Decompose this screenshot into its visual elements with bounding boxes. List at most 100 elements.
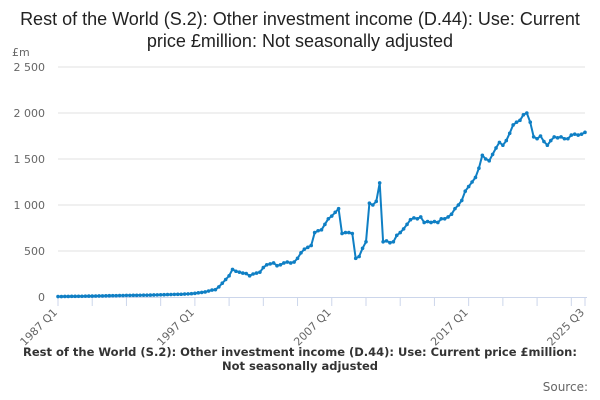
data-point — [141, 293, 146, 297]
data-point — [374, 199, 379, 204]
data-point — [282, 261, 286, 265]
data-point — [566, 136, 570, 141]
data-point — [220, 281, 225, 286]
data-point — [268, 262, 272, 266]
data-point — [73, 294, 77, 299]
data-point — [312, 230, 317, 235]
data-point — [535, 136, 539, 141]
data-point — [439, 217, 444, 221]
data-point — [271, 261, 276, 265]
data-point — [583, 130, 587, 135]
data-point — [460, 198, 464, 203]
data-point — [128, 293, 132, 298]
data-point — [477, 166, 481, 170]
data-point — [158, 292, 163, 297]
data-point — [114, 293, 118, 298]
data-point — [121, 293, 125, 298]
data-point — [285, 260, 290, 264]
data-point — [292, 260, 296, 264]
y-tick-label: 0 — [38, 291, 45, 304]
data-point — [66, 294, 71, 299]
data-point — [165, 292, 170, 297]
data-point — [326, 217, 331, 221]
data-point — [562, 136, 567, 141]
data-point — [572, 132, 577, 136]
data-point — [394, 233, 399, 238]
data-point — [124, 293, 129, 298]
data-point — [230, 267, 235, 272]
data-point — [555, 136, 560, 140]
data-point — [117, 293, 122, 298]
data-point — [264, 263, 269, 267]
data-point — [514, 120, 519, 124]
data-point — [172, 292, 177, 297]
y-tick-label: 500 — [24, 245, 45, 258]
data-point — [545, 143, 550, 147]
x-tick-label: 1997 Q1 — [154, 306, 197, 349]
data-point — [206, 289, 211, 293]
data-point — [442, 217, 447, 221]
data-point — [63, 294, 67, 299]
data-point — [470, 180, 474, 184]
y-tick-label: 2 000 — [14, 107, 46, 120]
data-point — [203, 290, 207, 294]
data-point — [104, 294, 108, 298]
data-point — [456, 203, 461, 207]
data-point — [501, 143, 505, 147]
data-point — [254, 271, 259, 275]
data-point — [367, 201, 372, 205]
data-point — [398, 230, 403, 235]
data-point — [412, 216, 416, 220]
data-point — [432, 219, 437, 224]
data-point — [323, 222, 327, 227]
data-point — [152, 293, 156, 297]
data-point — [83, 294, 88, 298]
data-point — [559, 135, 563, 139]
data-point — [350, 231, 355, 236]
data-point — [107, 293, 112, 298]
data-point — [401, 227, 406, 231]
data-point — [306, 245, 310, 250]
data-point — [436, 220, 440, 225]
data-point — [480, 153, 485, 158]
data-point — [333, 210, 337, 215]
data-point — [405, 222, 409, 227]
x-tick-label: 2025 Q3 — [545, 306, 588, 349]
data-point — [538, 134, 543, 138]
data-point — [418, 215, 423, 219]
data-point — [343, 230, 348, 235]
y-tick-label: 1 500 — [14, 153, 46, 166]
data-point — [429, 220, 433, 225]
data-point — [525, 111, 529, 115]
data-point — [494, 146, 498, 150]
data-point — [247, 274, 252, 278]
data-point — [69, 294, 74, 299]
data-point — [261, 265, 266, 270]
data-point — [299, 251, 303, 255]
data-point — [145, 293, 149, 297]
data-point — [59, 294, 64, 299]
data-point — [80, 294, 84, 299]
data-point — [360, 246, 365, 251]
data-point — [381, 240, 385, 244]
y-tick-label: 1 000 — [14, 199, 46, 212]
data-point — [302, 247, 307, 251]
data-point — [155, 293, 160, 297]
data-point — [138, 293, 142, 298]
data-point — [425, 219, 430, 224]
data-point — [100, 294, 105, 298]
data-point — [507, 131, 512, 136]
data-point — [528, 120, 533, 124]
data-point — [56, 294, 60, 299]
data-point — [240, 271, 245, 275]
source-label: Source: — [542, 380, 588, 394]
data-point — [504, 138, 509, 143]
data-point — [295, 256, 300, 261]
x-tick-label: 2017 Q1 — [428, 306, 471, 349]
data-point — [199, 290, 204, 295]
data-point — [353, 256, 358, 261]
data-point — [288, 261, 293, 265]
data-point — [569, 133, 574, 137]
data-point — [371, 203, 375, 207]
